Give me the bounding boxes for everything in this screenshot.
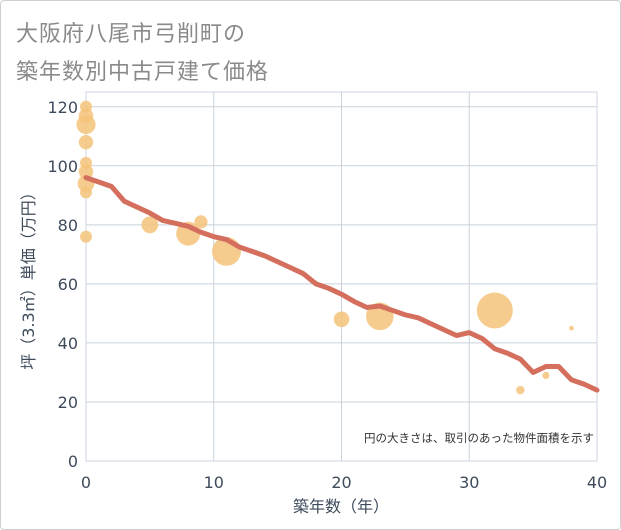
x-tick-labels: 0 10 20 30 40 [81,473,607,492]
y-tick-label-60: 60 [58,275,78,294]
data-bubble-9 [141,216,159,234]
x-tick-label-40: 40 [587,473,607,492]
data-bubble-5 [78,164,94,179]
data-bubble-18 [569,325,574,331]
data-bubble-3 [78,134,94,150]
data-bubble-15 [476,292,513,329]
data-bubble-16 [516,385,525,395]
y-tick-label-40: 40 [58,334,78,353]
average-trend-line [83,175,600,393]
data-bubble-7 [80,186,92,199]
chart-title-line1: 大阪府八尾市弓削町の [16,22,247,47]
data-bubble-13 [333,311,350,328]
y-axis-label: 坪（3.3㎡）単価（万円） [19,184,38,369]
horizontal-gridlines [86,106,597,403]
vertical-gridlines [213,92,470,461]
y-tick-label-120: 120 [47,98,78,117]
trend-line-layer [83,175,600,393]
x-axis-label: 築年数（年） [293,497,389,516]
x-tick-label-0: 0 [81,473,91,492]
x-tick-label-10: 10 [204,473,224,492]
x-tick-label-30: 30 [459,473,479,492]
y-tick-label-100: 100 [47,157,78,176]
bubble-size-annotation: 円の大きさは、取引のあった物件面積を示す [364,431,594,445]
data-bubble-11 [194,215,208,229]
y-tick-label-20: 20 [58,393,78,412]
data-bubble-2 [76,114,96,135]
y-tick-label-0: 0 [68,452,78,471]
y-tick-labels: 0 20 40 60 80 100 120 [47,98,78,471]
data-bubble-8 [80,230,92,243]
x-tick-label-20: 20 [331,473,351,492]
y-tick-label-80: 80 [58,216,78,235]
data-bubble-17 [542,371,550,379]
chart-title-line2: 築年数別中古戸建て価格 [16,60,270,85]
